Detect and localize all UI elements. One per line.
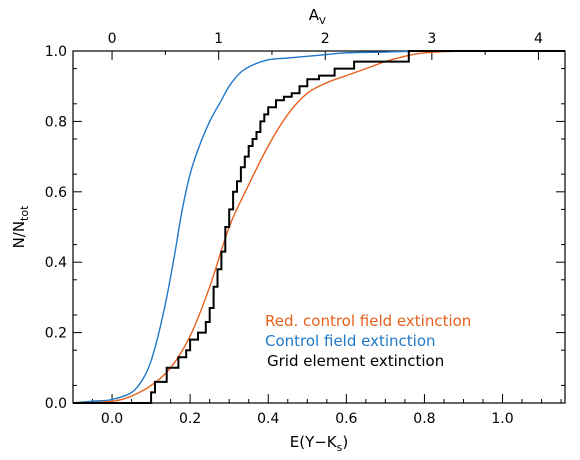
series-line-2 bbox=[73, 50, 565, 404]
x-tick-label: 0.0 bbox=[101, 411, 123, 427]
axis-ticks: 0.0 0.2 0.4 0.6 0.8 1.0 0 1 2 3 4 0.0 0.2 0.4 0.6 0.8 1.… bbox=[45, 31, 565, 427]
x-tick-label: 0.2 bbox=[179, 411, 201, 427]
top-tick-label: 0 bbox=[108, 31, 117, 47]
x-tick-label: 1.0 bbox=[491, 411, 513, 427]
legend-item-grid: Grid element extinction bbox=[267, 352, 444, 370]
legend-item-red-control: Red. control field extinction bbox=[265, 312, 471, 330]
legend-item-control: Control field extinction bbox=[265, 332, 436, 350]
y-tick-label: 0.0 bbox=[45, 396, 67, 412]
top-axis-title: AV bbox=[309, 6, 326, 27]
x-tick-label: 0.8 bbox=[413, 411, 435, 427]
top-tick-label: 3 bbox=[427, 31, 436, 47]
y-axis-title: N/Ntot bbox=[10, 205, 31, 249]
y-tick-label: 0.8 bbox=[45, 114, 67, 130]
series-layer bbox=[72, 50, 565, 404]
x-tick-label: 0.4 bbox=[257, 411, 279, 427]
x-tick-label: 0.6 bbox=[335, 411, 357, 427]
top-tick-label: 2 bbox=[321, 31, 330, 47]
plot-frame bbox=[72, 50, 566, 404]
series-line-0 bbox=[72, 50, 565, 404]
x-axis-title: E(Y−Ks) bbox=[290, 433, 349, 454]
top-tick-label: 1 bbox=[214, 31, 223, 47]
y-tick-label: 0.2 bbox=[45, 326, 67, 342]
plot-area bbox=[72, 50, 566, 404]
y-tick-label: 0.4 bbox=[45, 255, 67, 271]
y-tick-label: 0.6 bbox=[45, 185, 67, 201]
legend: Red. control field extinction Control fi… bbox=[265, 312, 471, 370]
top-tick-label: 4 bbox=[534, 31, 543, 47]
y-tick-label: 1.0 bbox=[45, 44, 67, 60]
series-line-1 bbox=[72, 50, 565, 404]
